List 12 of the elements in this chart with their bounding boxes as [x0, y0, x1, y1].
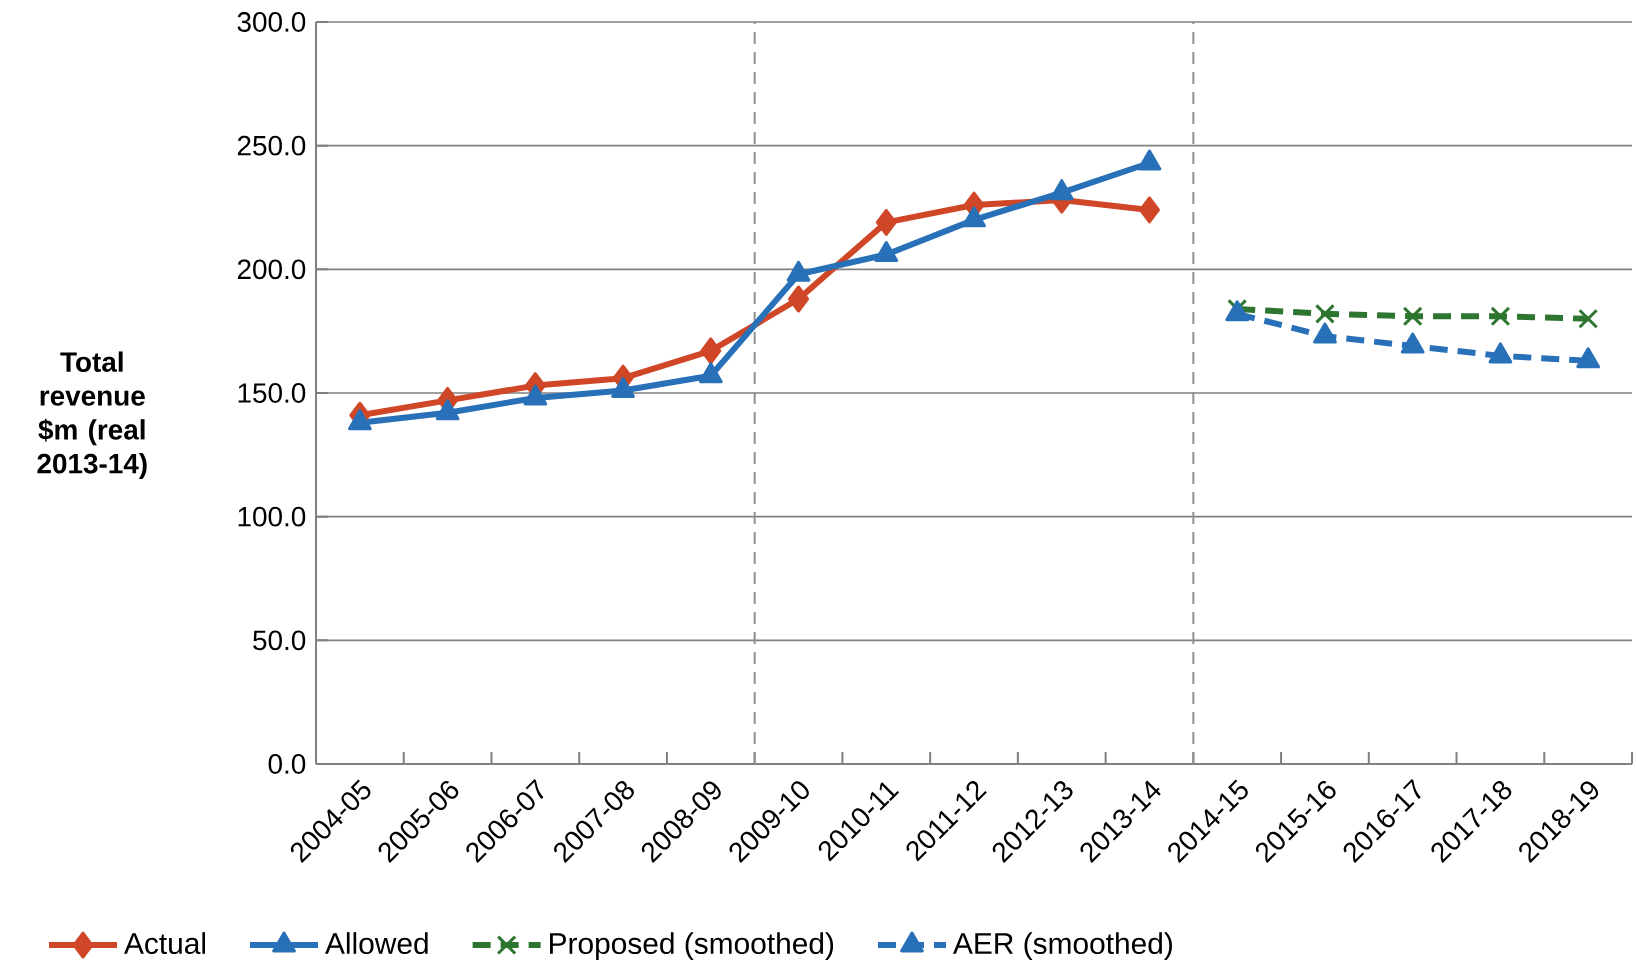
y-tick-label: 200.0: [237, 259, 306, 280]
y-tick-label: 250.0: [237, 135, 306, 156]
legend-label: Proposed (smoothed): [550, 932, 834, 960]
y-tick-label: 50.0: [253, 630, 306, 651]
y-axis-title: Total revenue $m (real 2013-14): [37, 351, 147, 480]
legend-label: AER (smoothed): [953, 932, 1172, 960]
legend-label: Allowed: [325, 932, 428, 955]
y-tick-label: 100.0: [238, 506, 306, 527]
y-tick-label: 300.0: [237, 12, 306, 32]
legend-label: Actual: [124, 932, 206, 955]
y-tick-label: 150.0: [238, 383, 306, 403]
y-tick-label: 0.0: [268, 754, 306, 774]
